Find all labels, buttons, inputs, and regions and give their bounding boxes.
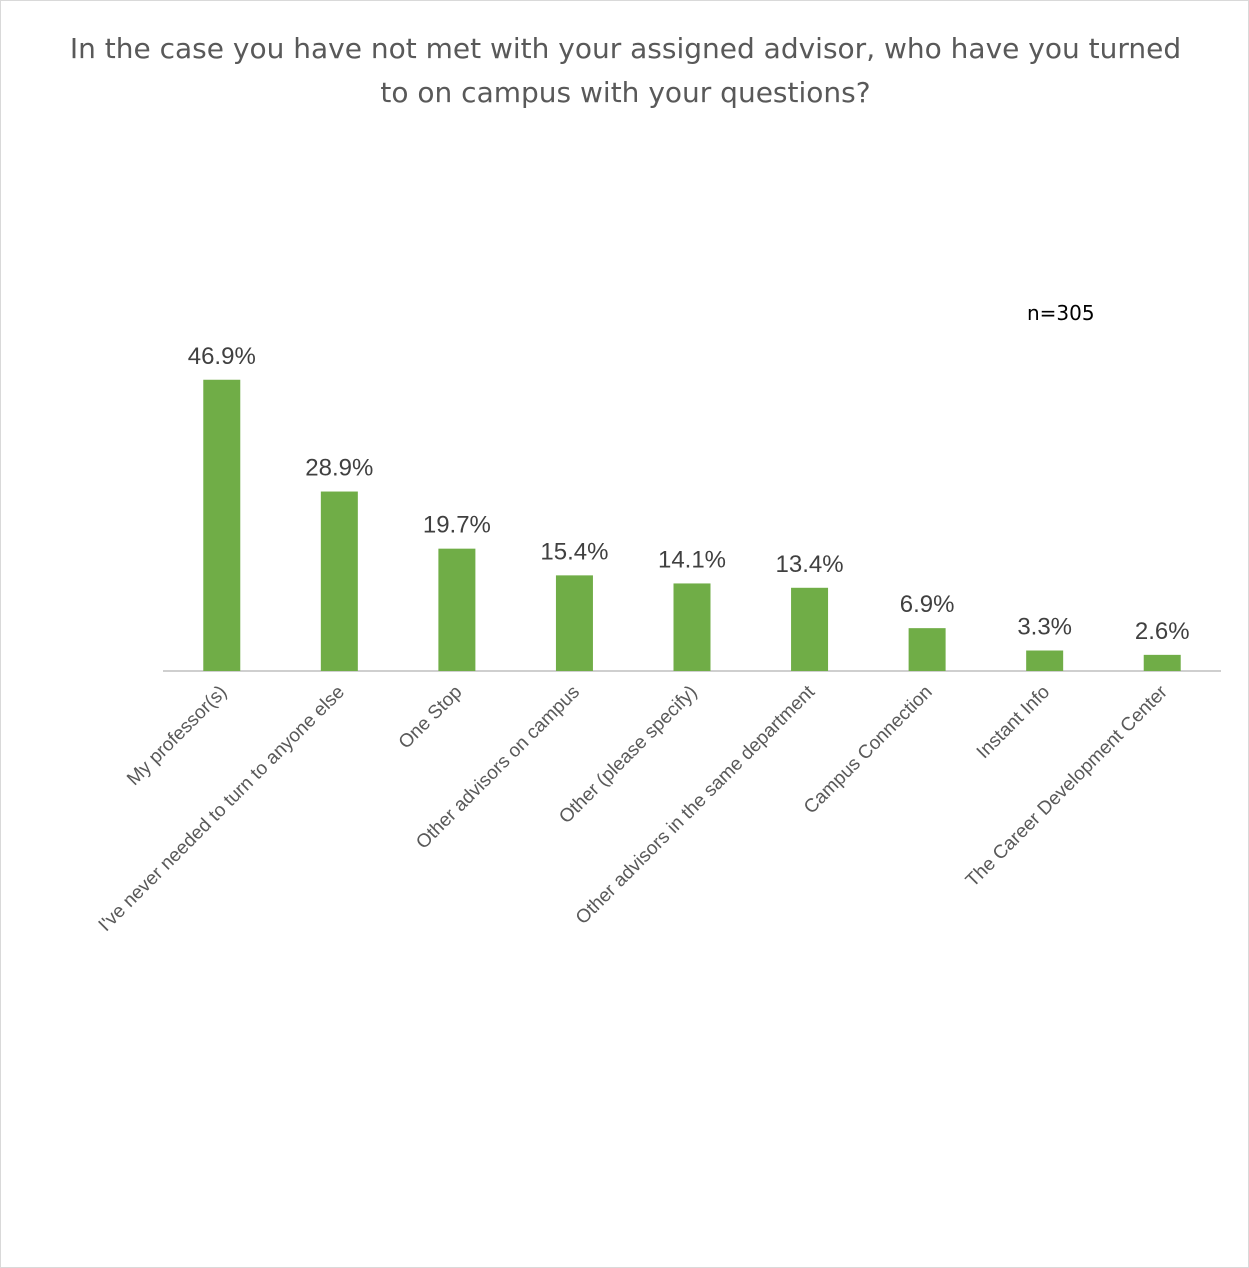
bar [320,491,358,671]
category-label: One Stop [395,682,467,754]
chart-title: In the case you have not met with your a… [69,32,1182,109]
bar [203,379,241,671]
bar [1026,650,1064,671]
data-label: 46.9% [188,343,256,370]
category-label: Campus Connection [800,682,937,819]
sample-size-note: n=305 [1027,301,1095,325]
category-label: Other advisors in the same department [572,681,820,929]
data-label: 15.4% [540,538,608,565]
bar [438,548,476,671]
category-label: My professor(s) [123,682,231,790]
data-label: 28.9% [305,455,373,482]
data-label: 6.9% [900,591,955,618]
category-label: Instant Info [973,682,1054,763]
category-label: The Career Development Center [962,681,1172,891]
category-label: I've never needed to turn to anyone else [95,682,349,936]
data-label: 3.3% [1017,614,1072,641]
data-label: 14.1% [658,546,726,573]
data-label: 2.6% [1135,618,1190,645]
bar [673,583,711,671]
bar [791,587,829,671]
bar [908,628,946,671]
data-label: 19.7% [423,512,491,539]
bar [555,575,593,671]
data-label: 13.4% [776,551,844,578]
bar [1143,654,1181,671]
